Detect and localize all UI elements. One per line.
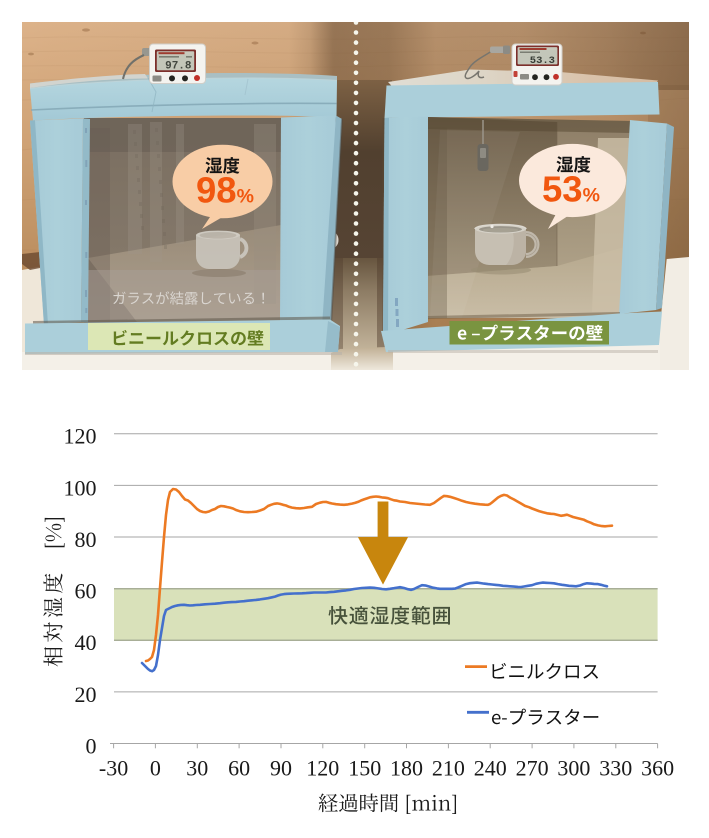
svg-text:20: 20	[75, 682, 97, 707]
svg-text:210: 210	[432, 756, 465, 781]
svg-text:0: 0	[86, 733, 97, 758]
svg-text:0: 0	[150, 756, 161, 781]
svg-text:80: 80	[75, 527, 97, 552]
svg-text:53.3: 53.3	[530, 55, 555, 67]
svg-text:120: 120	[306, 756, 339, 781]
svg-text:60: 60	[75, 579, 97, 604]
svg-text:270: 270	[516, 756, 549, 781]
svg-text:100: 100	[64, 475, 97, 500]
svg-text:90: 90	[270, 756, 292, 781]
svg-text:30: 30	[186, 756, 208, 781]
svg-text:360: 360	[641, 756, 674, 781]
svg-text:180: 180	[390, 756, 423, 781]
svg-text:60: 60	[228, 756, 250, 781]
svg-text:97.8: 97.8	[165, 60, 192, 72]
svg-text:40: 40	[75, 630, 97, 655]
svg-text:120: 120	[64, 424, 97, 449]
svg-text:300: 300	[557, 756, 590, 781]
svg-text:240: 240	[474, 756, 507, 781]
svg-text:150: 150	[348, 756, 381, 781]
svg-text:-30: -30	[99, 756, 128, 781]
svg-text:330: 330	[599, 756, 632, 781]
